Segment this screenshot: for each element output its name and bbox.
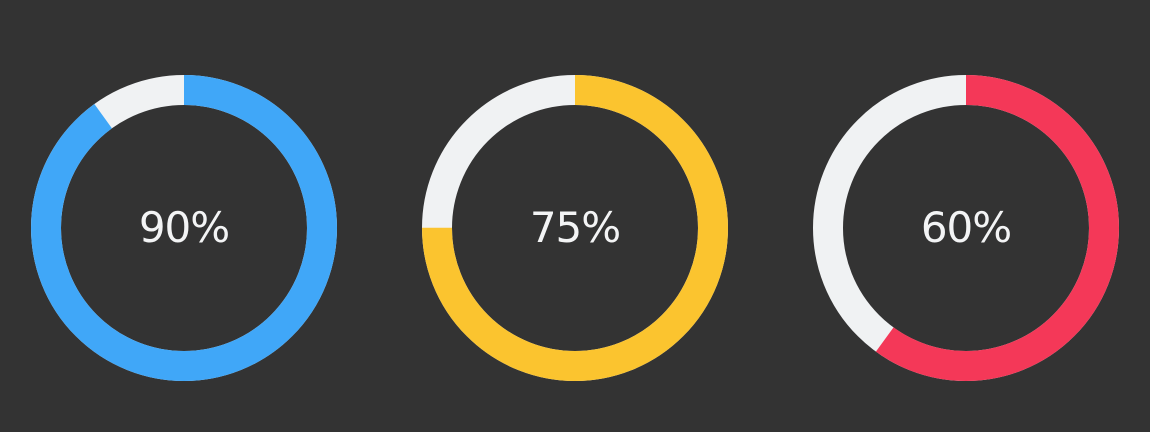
progress-gauge-2: 75%	[422, 75, 728, 381]
gauge-percent-label: 60%	[920, 203, 1012, 252]
gauge-ring	[422, 75, 728, 381]
gauge-ring	[31, 75, 337, 381]
gauge-arc	[31, 75, 337, 381]
gauge-percent-label: 75%	[529, 203, 621, 252]
gauge-arc	[813, 75, 1119, 381]
gauge-ring	[813, 75, 1119, 381]
gauge-percent-label: 90%	[138, 203, 230, 252]
progress-gauge-1: 90%	[31, 75, 337, 381]
gauge-arc	[422, 75, 728, 381]
progress-gauge-3: 60%	[813, 75, 1119, 381]
